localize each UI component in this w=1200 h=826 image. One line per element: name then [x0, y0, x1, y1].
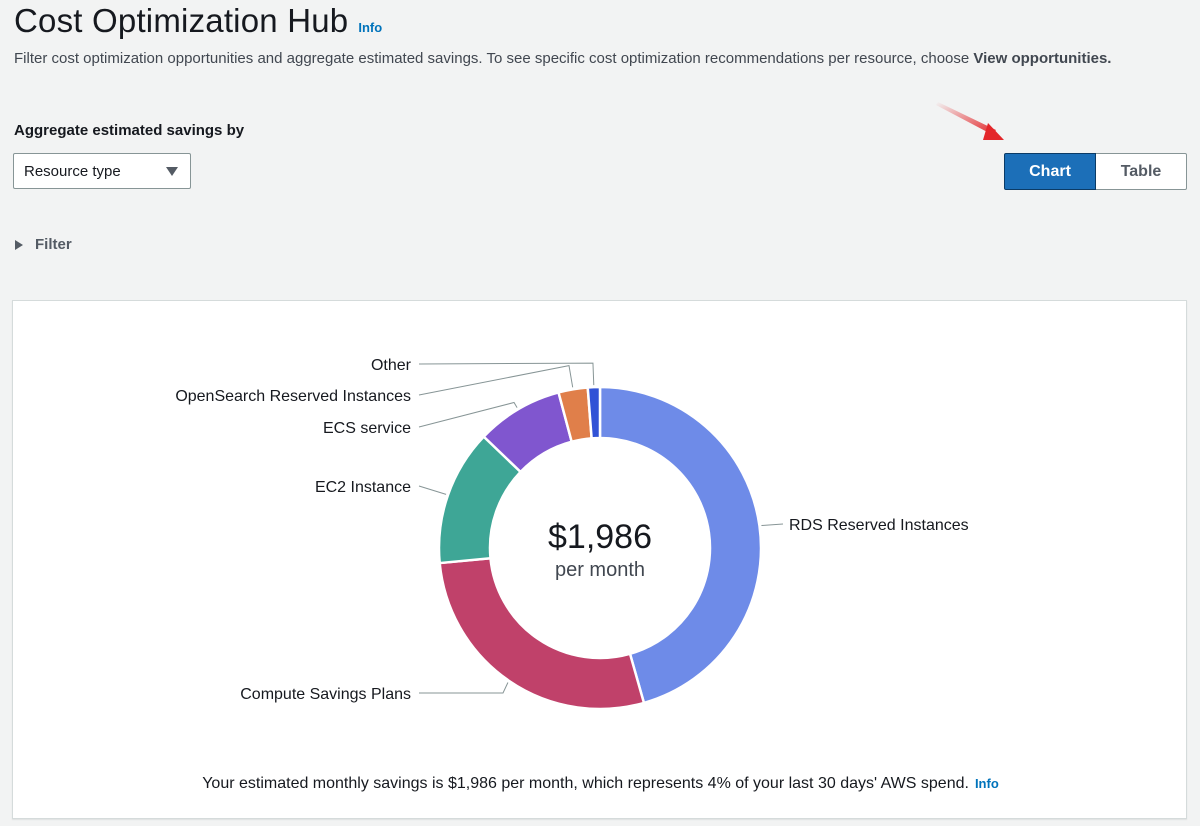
caret-right-icon: [15, 239, 23, 250]
slice-label-ecs-service: ECS service: [323, 420, 411, 437]
slice-label-ec2-instance: EC2 Instance: [315, 479, 411, 496]
title-row: Cost Optimization Hub Info: [14, 2, 382, 40]
view-opportunities-text: View opportunities.: [973, 50, 1112, 67]
slice-other[interactable]: [586, 385, 602, 440]
savings-summary-text: Your estimated monthly savings is $1,986…: [202, 775, 969, 792]
filter-expander[interactable]: Filter: [15, 236, 72, 253]
slice-rds-reserved-instances[interactable]: [598, 385, 763, 705]
donut-chart: RDS Reserved Instances Compute Savings Pl…: [175, 357, 969, 711]
description-text: Filter cost optimization opportunities a…: [14, 50, 974, 67]
savings-chart-panel: RDS Reserved Instances Compute Savings Pl…: [12, 300, 1187, 819]
page-title: Cost Optimization Hub: [14, 2, 349, 39]
donut-center-label: per month: [555, 559, 645, 581]
leader-line-other: [418, 362, 595, 386]
leader-line-ec2-instance: [418, 485, 447, 495]
aggregate-label: Aggregate estimated savings by: [14, 122, 245, 139]
slice-label-other: Other: [371, 357, 412, 374]
resource-type-select-value: Resource type: [24, 162, 121, 180]
leader-line-rds-reserved-instances: [761, 523, 784, 527]
slice-label-opensearch-reserved-instances: OpenSearch Reserved Instances: [175, 388, 411, 405]
savings-summary: Your estimated monthly savings is $1,986…: [13, 775, 1188, 793]
donut-center-value: $1,986: [548, 518, 652, 556]
chart-view-button[interactable]: Chart: [1004, 153, 1096, 190]
leader-line-opensearch-reserved-instances: [418, 365, 574, 396]
leader-line-ecs-service: [418, 401, 518, 428]
page-description: Filter cost optimization opportunities a…: [14, 46, 1164, 71]
table-view-button[interactable]: Table: [1096, 153, 1187, 190]
caret-down-icon: [166, 166, 178, 176]
slice-label-rds-reserved-instances: RDS Reserved Instances: [789, 517, 969, 534]
title-info-link[interactable]: Info: [358, 20, 383, 35]
red-arrow-icon: [936, 102, 1004, 140]
resource-type-select[interactable]: Resource type: [13, 153, 191, 189]
summary-info-link[interactable]: Info: [974, 776, 999, 791]
filter-label: Filter: [35, 236, 72, 253]
leader-line-compute-savings-plans: [419, 682, 509, 694]
slice-label-compute-savings-plans: Compute Savings Plans: [240, 686, 411, 703]
view-segmented-control: Chart Table: [1004, 153, 1187, 190]
